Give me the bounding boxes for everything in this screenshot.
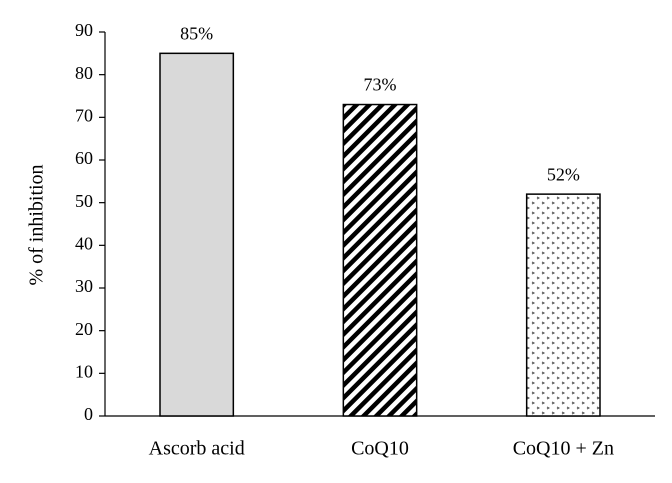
x-tick-label: CoQ10 [351, 438, 409, 460]
y-tick-label: 30 [75, 276, 93, 296]
y-tick-label: 20 [75, 319, 93, 339]
y-axis-label: % of inhibition [26, 164, 48, 285]
y-tick-label: 50 [75, 191, 93, 211]
y-tick-label: 40 [75, 233, 93, 253]
data-label: 73% [364, 75, 397, 95]
y-tick-label: 10 [75, 361, 93, 381]
x-tick-label: CoQ10 + Zn [513, 438, 614, 460]
bar [342, 103, 418, 417]
data-label: 52% [547, 164, 580, 184]
bar [525, 193, 601, 417]
bar [159, 52, 235, 417]
x-tick-label: Ascorb acid [149, 438, 245, 460]
y-tick-label: 70 [75, 105, 93, 125]
y-tick-label: 0 [84, 404, 93, 424]
data-label: 85% [180, 23, 213, 43]
y-tick-label: 60 [75, 148, 93, 168]
y-tick-label: 80 [75, 63, 93, 83]
y-tick-label: 90 [75, 20, 93, 40]
